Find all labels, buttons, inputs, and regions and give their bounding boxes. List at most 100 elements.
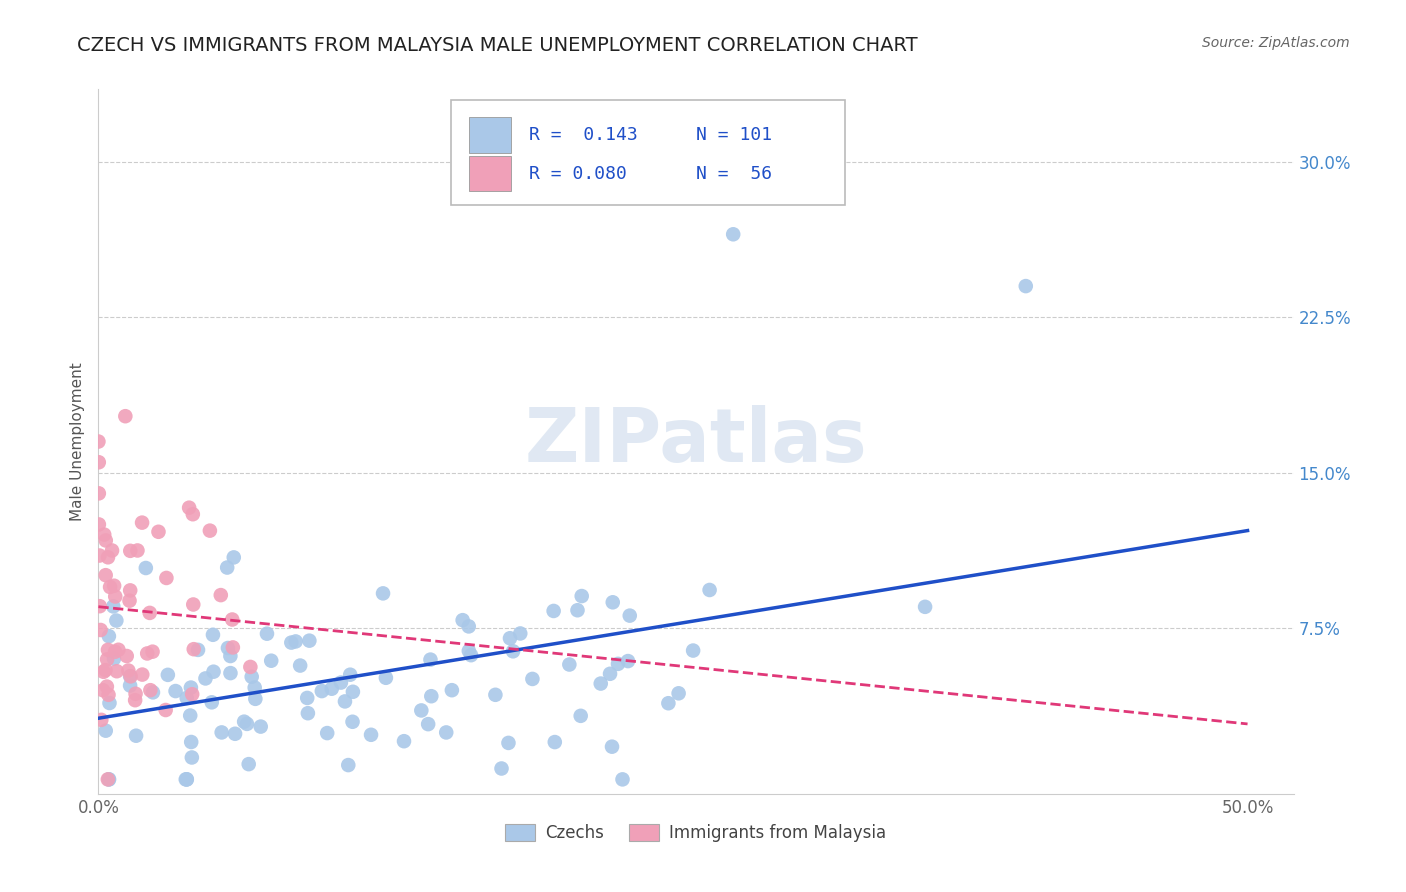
Point — [155, 571, 177, 585]
Point — [141, 645, 163, 659]
Point — [571, 589, 593, 603]
Point — [589, 676, 612, 690]
Point — [127, 543, 149, 558]
Point — [222, 640, 245, 655]
Point — [93, 665, 115, 679]
Point — [600, 739, 623, 754]
Point — [233, 714, 256, 729]
Point — [156, 668, 179, 682]
Point — [316, 726, 339, 740]
Point — [179, 708, 201, 723]
Point — [180, 750, 202, 764]
Point — [174, 772, 197, 787]
Point — [89, 599, 111, 614]
Point — [165, 684, 187, 698]
Point — [339, 667, 361, 681]
Point — [98, 772, 121, 787]
Point — [103, 599, 125, 614]
Point — [239, 660, 262, 674]
Text: ZIPatlas: ZIPatlas — [524, 405, 868, 478]
Point — [176, 772, 198, 787]
Point — [97, 550, 120, 565]
Point — [451, 613, 474, 627]
Point — [602, 595, 624, 609]
Point — [360, 728, 382, 742]
Point — [201, 628, 224, 642]
Point — [498, 736, 520, 750]
Point — [668, 686, 690, 700]
Point — [138, 606, 160, 620]
Y-axis label: Male Unemployment: Male Unemployment — [70, 362, 86, 521]
Point — [101, 543, 124, 558]
Point — [371, 586, 394, 600]
Point — [181, 598, 204, 612]
Point — [180, 735, 202, 749]
Point — [243, 681, 266, 695]
Point — [221, 613, 243, 627]
Point — [460, 648, 482, 662]
Text: N = 101: N = 101 — [696, 126, 772, 144]
Point — [617, 654, 640, 668]
Legend: Czechs, Immigrants from Malaysia: Czechs, Immigrants from Malaysia — [499, 817, 893, 849]
Point — [280, 635, 302, 649]
Point — [120, 669, 142, 683]
Point — [607, 657, 630, 671]
Point — [114, 409, 136, 424]
Point — [311, 684, 333, 698]
Point — [558, 657, 581, 672]
Bar — [470, 156, 510, 192]
Point — [333, 694, 356, 708]
Point — [374, 671, 396, 685]
Point — [509, 626, 531, 640]
Point — [434, 725, 457, 739]
Point — [245, 691, 267, 706]
Text: CZECH VS IMMIGRANTS FROM MALAYSIA MALE UNEMPLOYMENT CORRELATION CHART: CZECH VS IMMIGRANTS FROM MALAYSIA MALE U… — [77, 36, 918, 54]
Point — [569, 709, 592, 723]
Point — [181, 507, 204, 521]
Point — [392, 734, 415, 748]
Point — [202, 665, 225, 679]
Point — [222, 550, 245, 565]
Point — [97, 629, 120, 643]
Point — [120, 544, 142, 558]
Point — [337, 758, 360, 772]
Point — [97, 688, 120, 702]
Point — [1015, 279, 1038, 293]
Point — [211, 725, 233, 739]
Point — [329, 675, 352, 690]
Point — [219, 666, 242, 681]
Point — [209, 588, 232, 602]
Point — [142, 685, 165, 699]
Point — [96, 680, 118, 694]
Point — [94, 723, 117, 738]
Point — [89, 549, 111, 563]
Point — [699, 582, 721, 597]
Point — [256, 626, 278, 640]
Point — [87, 486, 110, 500]
Point — [87, 517, 110, 532]
Point — [491, 762, 513, 776]
Point — [284, 634, 307, 648]
Point — [914, 599, 936, 614]
Point — [249, 720, 271, 734]
Point — [131, 667, 153, 681]
Point — [104, 590, 127, 604]
FancyBboxPatch shape — [451, 100, 845, 205]
Point — [342, 714, 364, 729]
Point — [612, 772, 634, 787]
Point — [567, 603, 589, 617]
Point — [98, 580, 121, 594]
Point — [104, 645, 127, 659]
Point — [103, 579, 125, 593]
Point — [87, 434, 110, 449]
Point — [136, 647, 159, 661]
Point — [240, 670, 263, 684]
Point — [236, 717, 259, 731]
Point — [201, 695, 224, 709]
Point — [91, 683, 114, 698]
Point — [103, 651, 125, 665]
Point — [484, 688, 506, 702]
Point — [90, 623, 112, 637]
Point — [155, 703, 177, 717]
Point — [105, 664, 128, 678]
